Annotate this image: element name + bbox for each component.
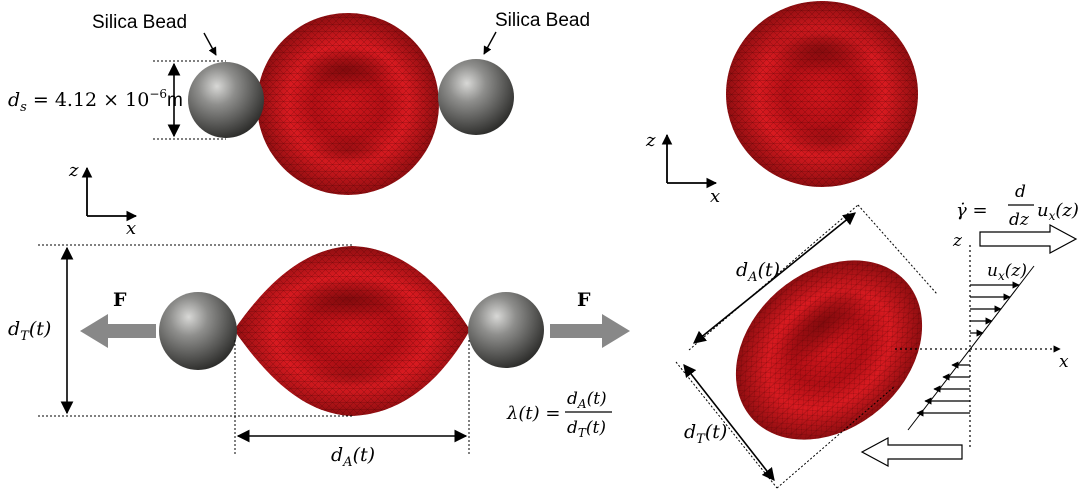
axis-x-label-right: x — [710, 186, 720, 207]
axes-triad-right: z x — [645, 130, 720, 207]
bottom-left-panel: F F dT(t) dA(t) λ(t) = dA(t) dT(t) — [8, 245, 630, 470]
force-label-left: F — [113, 289, 127, 311]
svg-text:dz: dz — [1009, 210, 1030, 230]
velocity-label: ux(z) — [987, 261, 1027, 283]
bead-label-right: Silica Bead — [495, 10, 590, 31]
transverse-diameter-label: dT(t) — [8, 318, 51, 344]
shear-axis-x-label: x — [1059, 352, 1069, 372]
shear-axis-z-label: z — [952, 231, 963, 251]
top-right-panel: z x — [645, 1, 918, 207]
rbc-stretched — [234, 246, 470, 416]
svg-text:d: d — [1015, 182, 1026, 202]
sheared-transverse-label: dT(t) — [684, 421, 727, 447]
top-left-panel: Silica Bead Silica Bead ds = 4.12 × 10−6… — [8, 10, 590, 239]
axis-x-label-left: x — [126, 218, 136, 239]
sheared-axial-label: dA(t) — [736, 259, 780, 285]
bead-right-bottom — [468, 292, 544, 368]
rbc-rest-right — [726, 1, 918, 187]
svg-text:γ̇ =: γ̇ = — [956, 200, 988, 221]
svg-text:ux(z): ux(z) — [1037, 200, 1079, 223]
svg-text:dT(t): dT(t) — [567, 418, 606, 440]
force-arrow-left — [80, 314, 156, 348]
deformation-index-formula: λ(t) = dA(t) dT(t) — [506, 389, 612, 440]
bead-pointer-left — [204, 33, 216, 55]
shear-rate-formula: γ̇ = d dz ux(z) — [956, 182, 1079, 230]
velocity-profile — [908, 266, 1034, 430]
bottom-right-panel: dA(t) dT(t) z x ux(z) — [676, 182, 1079, 488]
axial-diameter-label: dA(t) — [331, 444, 375, 470]
bead-left-top — [188, 62, 264, 138]
bead-diameter-label: ds = 4.12 × 10−6m — [8, 87, 183, 115]
bead-left-bottom — [159, 292, 237, 370]
bead-label-left: Silica Bead — [92, 12, 187, 33]
force-arrow-right — [550, 314, 630, 348]
bead-pointer-right — [484, 32, 496, 54]
axis-z-label-right: z — [645, 130, 656, 151]
rbc-undeformed — [257, 13, 439, 195]
svg-text:dA(t): dA(t) — [567, 389, 607, 411]
shear-flow-axes: z x — [895, 231, 1069, 447]
svg-text:λ(t) =: λ(t) = — [506, 403, 561, 424]
axis-z-label-left: z — [68, 160, 79, 181]
axes-triad-left: z x — [68, 160, 136, 239]
shear-arrow-bottom — [862, 438, 962, 466]
force-label-right: F — [577, 289, 591, 311]
bead-right-top — [438, 59, 514, 135]
